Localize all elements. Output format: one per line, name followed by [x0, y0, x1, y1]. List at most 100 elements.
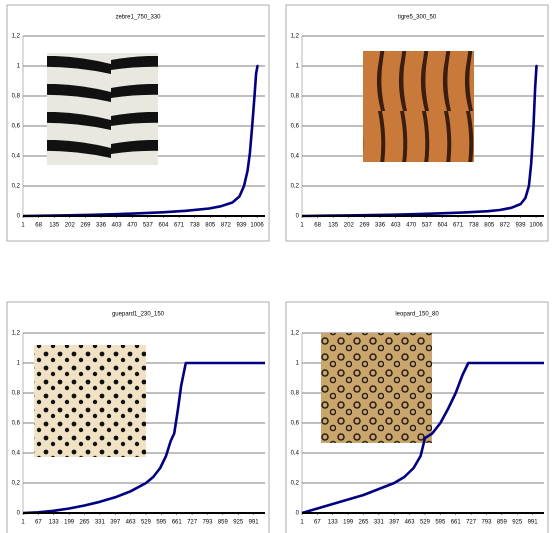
y-tick-label: 1 [17, 64, 21, 70]
chart-panel: leopard_150_80 0 0,2 0,4 0,6 0,8 1 1,2 1 67 133 199… [285, 301, 549, 533]
x-tick-label: 991 [528, 520, 539, 526]
x-tick-label: 1 [300, 223, 304, 229]
x-tick-label: 793 [481, 520, 492, 526]
x-tick-label: 463 [126, 520, 137, 526]
x-tick-label: 537 [143, 223, 154, 229]
x-tick-label: 939 [515, 223, 526, 229]
y-tick-label: 0 [296, 214, 300, 220]
x-tick-label: 133 [49, 520, 60, 526]
x-tick-label: 463 [405, 520, 416, 526]
x-tick-label: 397 [389, 520, 400, 526]
x-tick-label: 738 [469, 223, 480, 229]
y-tick-label: 1,2 [291, 331, 300, 337]
chart-title: guepard1_230_150 [112, 312, 165, 318]
photo [34, 345, 146, 457]
x-tick-label: 595 [435, 520, 446, 526]
x-tick-label: 939 [236, 223, 247, 229]
y-tick-label: 1,2 [12, 331, 21, 337]
x-tick-label: 202 [65, 223, 76, 229]
x-tick-label: 727 [187, 520, 198, 526]
x-tick-label: 661 [451, 520, 462, 526]
y-tick-label: 0 [296, 511, 300, 517]
x-tick-label: 529 [420, 520, 431, 526]
data-line [22, 64, 259, 218]
x-tick-label: 859 [497, 520, 508, 526]
x-tick-label: 67 [35, 520, 42, 526]
x-tick-label: 738 [190, 223, 201, 229]
chart-panel: tigre5_300_50 0 0,2 0,4 0,6 0,8 1 1,2 1 68 135 202 2… [285, 4, 549, 242]
x-tick-label: 805 [205, 223, 216, 229]
y-tick-label: 0,2 [12, 481, 21, 487]
chart-title: leopard_150_80 [395, 312, 439, 318]
x-tick-label: 1006 [529, 223, 543, 229]
x-tick-label: 537 [422, 223, 433, 229]
x-tick-label: 805 [484, 223, 495, 229]
x-tick-label: 1 [21, 520, 25, 526]
y-tick-label: 0,2 [291, 481, 300, 487]
y-tick-label: 0,2 [291, 184, 300, 190]
y-tick-label: 0,4 [291, 451, 300, 457]
y-tick-label: 0,6 [291, 124, 300, 130]
x-tick-label: 403 [112, 223, 123, 229]
x-tick-label: 135 [49, 223, 60, 229]
y-tick-label: 0,8 [291, 94, 300, 100]
x-tick-label: 793 [202, 520, 213, 526]
y-tick-label: 0 [17, 511, 21, 517]
x-tick-label: 1 [300, 520, 304, 526]
data-line [301, 361, 544, 515]
y-tick-label: 1 [296, 64, 300, 70]
y-tick-label: 0,8 [12, 391, 21, 397]
y-tick-label: 0,4 [12, 451, 21, 457]
y-tick-label: 0,4 [12, 154, 21, 160]
x-tick-label: 925 [512, 520, 523, 526]
y-tick-label: 0,6 [12, 421, 21, 427]
x-tick-label: 336 [96, 223, 107, 229]
x-tick-label: 403 [391, 223, 402, 229]
x-tick-label: 872 [221, 223, 232, 229]
chart-title: tigre5_300_50 [398, 15, 437, 21]
photo [321, 333, 432, 443]
y-tick-label: 0 [17, 214, 21, 220]
chart-panel: guepard1_230_150 0 0,2 0,4 0,6 0,8 1 1,2 1 67 133 1… [6, 301, 270, 533]
x-tick-label: 991 [249, 520, 260, 526]
x-tick-label: 604 [437, 223, 448, 229]
y-tick-label: 0,4 [291, 154, 300, 160]
x-tick-label: 199 [343, 520, 354, 526]
x-tick-label: 1006 [250, 223, 264, 229]
x-tick-label: 671 [174, 223, 185, 229]
chart-panel: zebre1_750_330 0 0,2 0,4 0,6 0,8 1 1,2 1 68 135 202… [6, 4, 270, 242]
x-tick-label: 604 [158, 223, 169, 229]
y-tick-label: 1,2 [291, 34, 300, 40]
y-tick-label: 1,2 [12, 34, 21, 40]
y-tick-label: 0,8 [291, 391, 300, 397]
x-tick-label: 661 [172, 520, 183, 526]
x-tick-label: 133 [328, 520, 339, 526]
y-tick-label: 1 [296, 361, 300, 367]
data-line [22, 361, 265, 515]
y-tick-label: 0,6 [12, 124, 21, 130]
x-tick-label: 202 [344, 223, 355, 229]
x-tick-label: 331 [95, 520, 106, 526]
x-tick-label: 265 [79, 520, 90, 526]
x-tick-label: 671 [453, 223, 464, 229]
x-tick-label: 1 [21, 223, 25, 229]
y-tick-label: 0,2 [12, 184, 21, 190]
x-tick-label: 859 [218, 520, 229, 526]
photo [363, 51, 474, 162]
x-tick-label: 68 [314, 223, 321, 229]
y-tick-label: 1 [17, 361, 21, 367]
y-tick-label: 0,6 [291, 421, 300, 427]
x-tick-label: 529 [141, 520, 152, 526]
x-tick-label: 135 [328, 223, 339, 229]
x-tick-label: 68 [35, 223, 42, 229]
x-tick-label: 199 [64, 520, 75, 526]
x-tick-label: 67 [314, 520, 321, 526]
x-tick-label: 925 [233, 520, 244, 526]
x-tick-label: 269 [359, 223, 370, 229]
x-tick-label: 336 [375, 223, 386, 229]
y-tick-label: 0,8 [12, 94, 21, 100]
x-tick-label: 470 [406, 223, 417, 229]
photo [47, 53, 158, 165]
